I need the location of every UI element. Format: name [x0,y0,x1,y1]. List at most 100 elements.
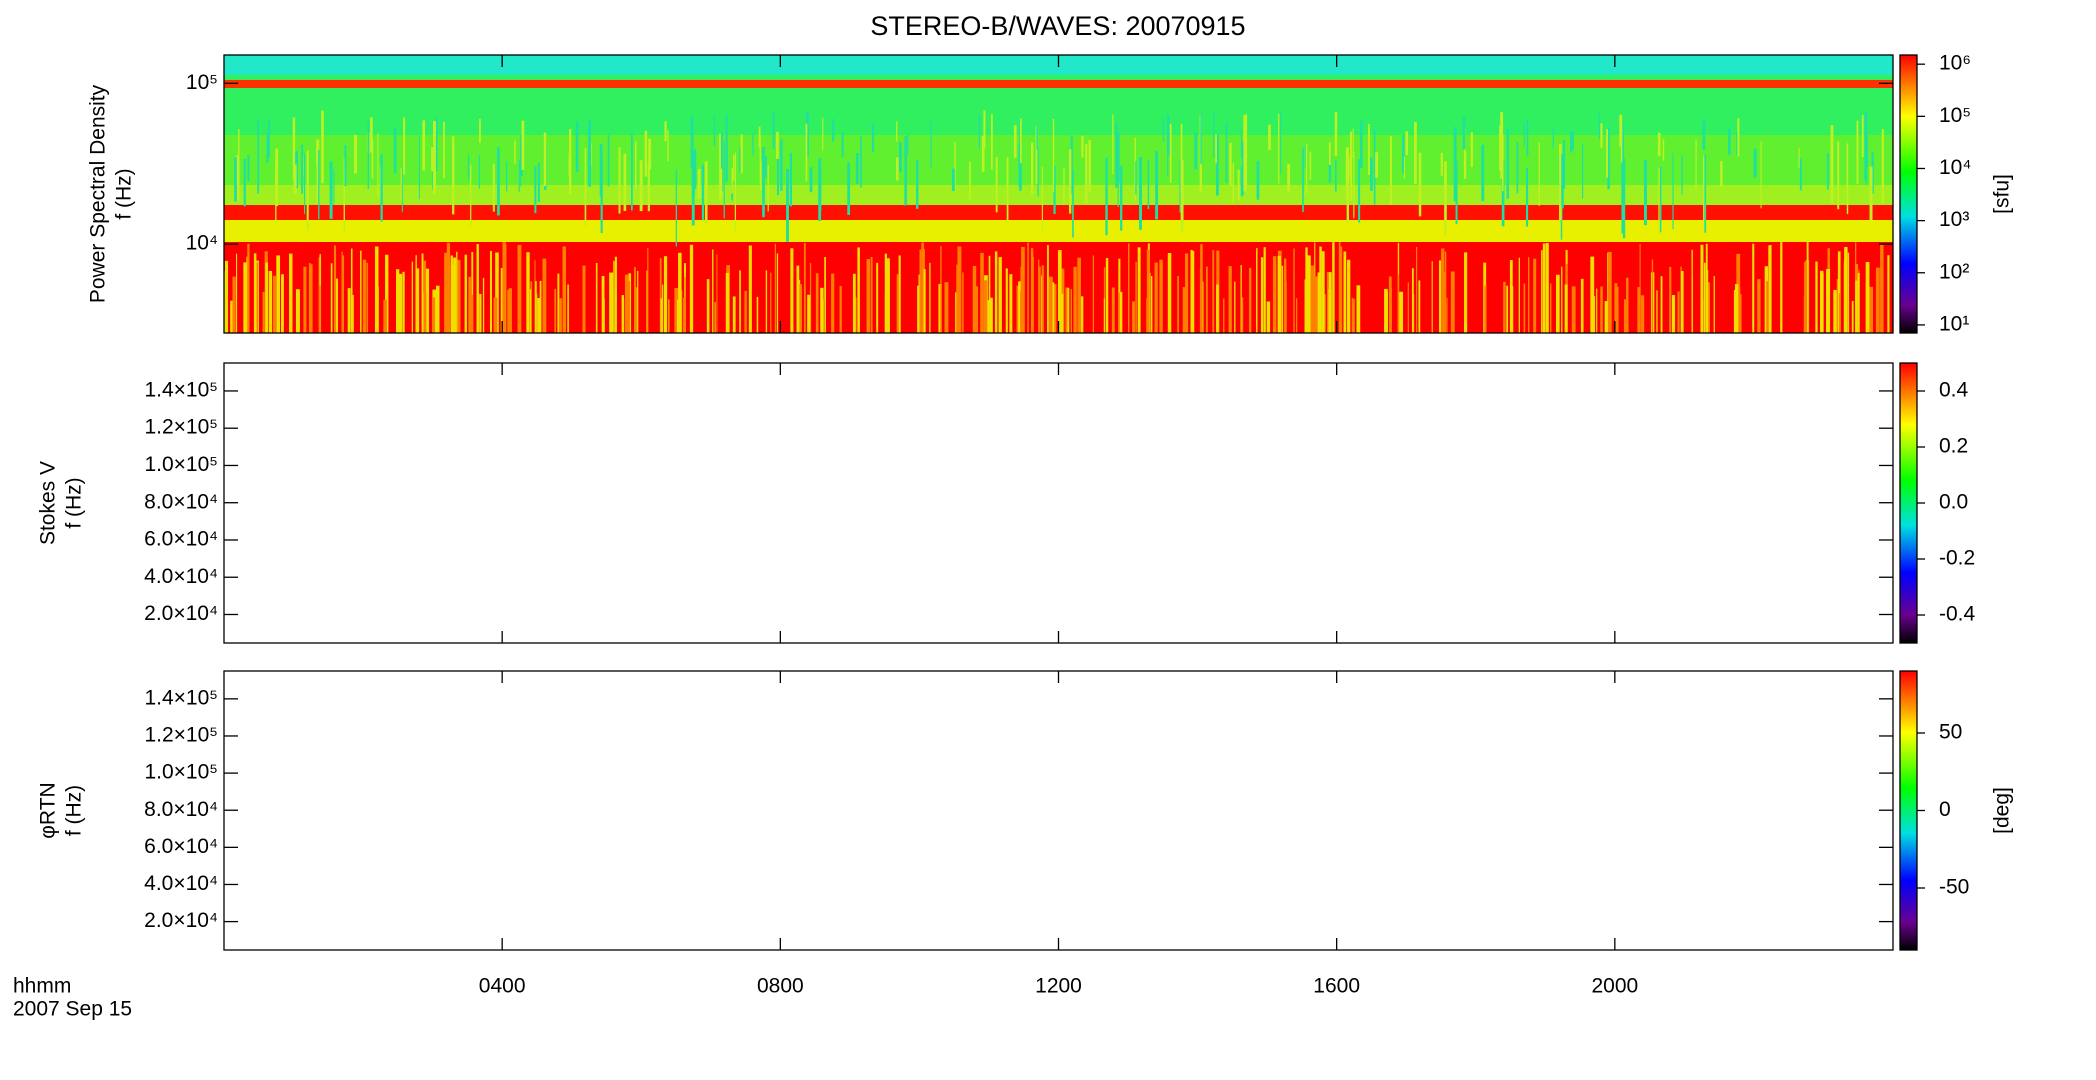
stripe [752,133,754,156]
stripe [1137,247,1141,333]
stripe [520,134,523,176]
stripe [584,148,587,226]
y-tick-label: 6.0×10⁴ [144,528,218,551]
y-axis-label: f (Hz) [63,785,86,836]
stripe [1484,285,1487,333]
stripe [647,247,649,333]
stripe [1799,158,1802,191]
stripe [929,262,931,333]
stripe [1216,284,1219,333]
stripe [780,139,783,191]
stripe [1348,157,1350,179]
stripe [1256,250,1258,333]
stripe [659,258,662,333]
stripe [917,285,920,333]
stripe [803,243,806,333]
stripe [1053,284,1057,333]
stripe [256,262,259,333]
stripe [675,168,678,247]
stripe [662,284,664,333]
stripe [444,252,448,333]
stripe [1881,129,1884,203]
stripe [267,120,270,158]
stripe [535,281,537,333]
stripe [1844,246,1848,333]
stripe [1619,114,1623,147]
stripe [343,158,345,232]
stripe [268,270,273,333]
stripe [276,255,281,333]
stripe [807,294,811,333]
stripe [739,270,741,333]
stripe [234,157,237,202]
stripe [1455,160,1458,225]
stripe [951,168,955,192]
stripe [1151,276,1153,333]
stripe [1223,298,1225,333]
stripe [1403,156,1406,179]
stripe [371,139,374,179]
stripe [989,297,993,333]
stripe [318,149,320,220]
stripe [1085,143,1088,204]
stripe [921,242,925,333]
stripe [852,273,856,333]
colorbar-tick-label: 50 [1939,721,1962,744]
stripe [588,120,591,187]
stripe [1738,294,1742,333]
colorbar-tick-label: 10¹ [1939,312,1969,335]
stripe [518,159,520,193]
stripe [716,254,718,333]
stripe [433,120,436,194]
stripe [377,133,379,198]
stripe [1356,285,1361,333]
stripe [453,257,457,333]
stripe [310,264,313,333]
stripe [1184,253,1189,333]
stripe [1328,142,1331,165]
stripe [919,249,922,333]
stripe [1570,132,1573,153]
stripe [1713,276,1715,333]
stripe [1639,243,1641,333]
colorbar-tick-label: -0.4 [1939,603,1976,626]
stripe [758,126,761,148]
stripe [634,267,636,333]
stripe [805,111,809,158]
stripe [904,136,907,206]
stripe [1450,271,1455,333]
stripe [238,128,240,202]
stripe [1232,163,1234,204]
stripe [1212,250,1215,333]
stripe [435,285,440,333]
stripe [246,256,248,333]
stripe [500,268,503,333]
stripe [1562,139,1566,189]
stripe [855,153,859,184]
stripe [1162,119,1165,142]
stripe [918,274,921,333]
stripe [1358,158,1361,223]
stripe [630,133,633,211]
stripe [805,123,808,182]
stripe [647,163,650,212]
stripe [1241,297,1244,333]
stripe [689,244,694,333]
stripe [362,259,367,333]
stripe [789,152,793,207]
stripe [1237,169,1240,201]
stripe [1590,256,1595,333]
stripe [609,272,614,333]
stripe [354,134,358,174]
stripe [1324,294,1326,333]
stripe [634,141,637,190]
stripe [774,243,776,333]
stripe [403,117,406,175]
stripe [1240,166,1244,197]
stripe [272,275,277,333]
stripe [668,299,670,333]
y-tick-label: 1.2×10⁵ [144,724,218,747]
stripe [489,250,492,333]
stripe [1564,284,1568,333]
stripe [1146,249,1150,333]
